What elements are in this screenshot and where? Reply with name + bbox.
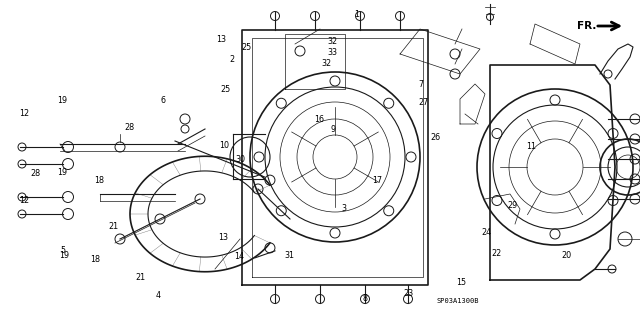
Text: 32: 32 [328, 37, 338, 46]
Text: 17: 17 [372, 176, 383, 185]
Text: 12: 12 [19, 109, 29, 118]
Text: 19: 19 [57, 96, 67, 105]
Text: 13: 13 [218, 233, 228, 242]
Text: 10: 10 [219, 141, 229, 150]
Text: 23: 23 [403, 289, 413, 298]
Text: 22: 22 [491, 249, 501, 258]
Text: 3: 3 [342, 204, 347, 213]
Text: 24: 24 [481, 228, 492, 237]
Text: 29: 29 [507, 201, 517, 210]
Text: 1: 1 [355, 10, 360, 19]
Text: 33: 33 [327, 48, 337, 57]
Text: 16: 16 [314, 115, 324, 124]
Text: 4: 4 [156, 291, 161, 300]
Text: 12: 12 [19, 197, 29, 205]
Text: 20: 20 [561, 251, 572, 260]
Text: 28: 28 [30, 169, 40, 178]
Text: 2: 2 [229, 55, 234, 63]
Text: 31: 31 [285, 251, 295, 260]
Text: SP03A1300B: SP03A1300B [436, 298, 479, 304]
Text: 6: 6 [161, 96, 166, 105]
Text: 27: 27 [419, 98, 429, 107]
Text: 25: 25 [221, 85, 231, 94]
Text: 15: 15 [456, 278, 466, 287]
Text: 11: 11 [526, 142, 536, 151]
Text: 25: 25 [241, 43, 252, 52]
Text: 32: 32 [321, 59, 332, 68]
Text: 30: 30 [235, 155, 245, 164]
Text: 28: 28 [124, 123, 134, 132]
Text: 9: 9 [330, 125, 335, 134]
Text: 21: 21 [136, 273, 146, 282]
Text: 26: 26 [430, 133, 440, 142]
Text: 19: 19 [59, 251, 69, 260]
Text: 18: 18 [90, 256, 100, 264]
Text: 8: 8 [362, 294, 367, 303]
Text: FR.: FR. [577, 21, 596, 31]
Text: 14: 14 [234, 252, 244, 261]
Text: 18: 18 [94, 176, 104, 185]
Text: 19: 19 [57, 168, 67, 177]
Text: 5: 5 [60, 246, 65, 255]
Text: 7: 7 [419, 80, 424, 89]
Text: 13: 13 [216, 35, 226, 44]
Text: 21: 21 [109, 222, 119, 231]
